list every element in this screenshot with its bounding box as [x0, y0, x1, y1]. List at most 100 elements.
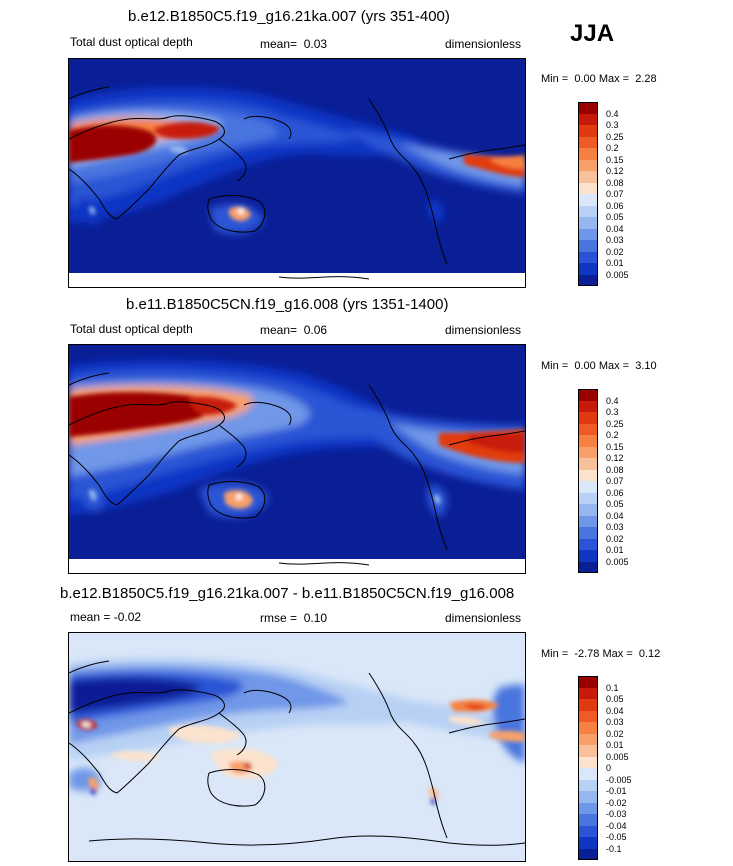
- colorbar-swatch: [578, 217, 598, 229]
- colorbar-swatch: [578, 699, 598, 711]
- colorbar-swatch: [578, 825, 598, 837]
- colorbar-panel-2: 0.4 0.3 0.25 0.2 0.15 0.12 0.08 0.07 0.06 0.05 0.0…: [578, 389, 629, 573]
- panel-2-mean: mean= 0.06: [260, 323, 328, 337]
- colorbar-label: 0.25: [606, 418, 624, 429]
- colorbar-label: 0.01: [606, 258, 624, 268]
- sahara-core: [69, 125, 157, 163]
- colorbar-swatch: [578, 148, 598, 160]
- colorbar-label: 0.02: [606, 533, 624, 544]
- colorbar-swatch: [578, 251, 598, 263]
- sahara-core: [69, 392, 212, 437]
- map-panel-2: [68, 344, 526, 574]
- colorbar-swatch: [578, 745, 598, 757]
- colorbar-swatch: [578, 102, 598, 114]
- colorbar-label: 0.4: [606, 108, 619, 119]
- colorbar-label: 0.04: [606, 705, 624, 716]
- colorbar-swatch: [578, 779, 598, 791]
- colorbar-label: 0.12: [606, 453, 624, 463]
- panel-2-title: b.e11.B1850C5CN.f19_g16.008 (yrs 1351-14…: [126, 296, 449, 313]
- map-panel-3: [68, 632, 526, 862]
- panel-3-rmse: rmse = 0.10: [260, 611, 328, 625]
- panel-3-title: b.e12.B1850C5.f19_g16.21ka.007 - b.e11.B…: [60, 585, 515, 602]
- colorbar-swatch: [578, 561, 598, 573]
- colorbar-swatch: [578, 722, 598, 734]
- colorbar-label: 0.02: [606, 246, 624, 257]
- colorbar-swatch: [578, 423, 598, 435]
- colorbar-swatch: [578, 538, 598, 550]
- colorbar-label: 0.2: [606, 143, 619, 153]
- colorbar-swatch: [578, 481, 598, 493]
- panel-2-minmax: Min = 0.00 Max = 3.10: [541, 360, 657, 372]
- colorbar-label: 0.04: [606, 510, 624, 521]
- panel-1-variable: Total dust optical depth: [70, 35, 193, 49]
- colorbar-swatch: [578, 446, 598, 458]
- colorbar-label: 0.4: [606, 395, 619, 406]
- colorbar-swatch: [578, 136, 598, 148]
- colorbar-swatch: [578, 171, 598, 183]
- colorbar-swatch: [578, 389, 598, 401]
- colorbar-swatch: [578, 125, 598, 137]
- colorbar-swatch: [578, 756, 598, 768]
- panel-2-variable: Total dust optical depth: [70, 322, 193, 336]
- colorbar-label: 0.03: [606, 235, 624, 245]
- colorbar-label: 0.08: [606, 177, 624, 188]
- colorbar-swatch: [578, 791, 598, 803]
- colorbar-swatch: [578, 400, 598, 412]
- colorbar-label: 0.005: [606, 556, 629, 567]
- colorbar-swatch: [578, 492, 598, 504]
- colorbar-label: 0.12: [606, 166, 624, 176]
- colorbar-swatch: [578, 802, 598, 814]
- colorbar-swatch: [578, 274, 598, 286]
- colorbar-swatch: [578, 733, 598, 745]
- colorbar-label: 0.05: [606, 212, 624, 222]
- colorbar-label: -0.01: [606, 786, 627, 796]
- colorbar-swatch: [578, 814, 598, 826]
- colorbar-label: 0.005: [606, 269, 629, 280]
- colorbar-label: 0.3: [606, 407, 619, 417]
- colorbar-label: 0.01: [606, 740, 624, 750]
- colorbar-label: -0.03: [606, 809, 627, 819]
- colorbar-label: 0.3: [606, 120, 619, 130]
- panel-2-units: dimensionless: [445, 323, 522, 337]
- coastlines: [69, 86, 525, 280]
- panel-3-minmax: Min = -2.78 Max = 0.12: [541, 648, 661, 660]
- colorbar-swatch: [578, 710, 598, 722]
- colorbar-label: 0.05: [606, 499, 624, 509]
- colorbar-panel-1: 0.4 0.3 0.25 0.2 0.15 0.12 0.08 0.07 0.06 0.05 0.0…: [578, 102, 629, 286]
- colorbar-swatch: [578, 687, 598, 699]
- colorbar-label: 0.03: [606, 717, 624, 727]
- colorbar-swatch: [578, 504, 598, 516]
- colorbar-label: 0.15: [606, 441, 624, 452]
- colorbar-swatch: [578, 527, 598, 539]
- colorbar-swatch: [578, 205, 598, 217]
- colorbar-swatch: [578, 113, 598, 125]
- panel-3-mean: mean = -0.02: [70, 610, 142, 624]
- map-panel-1: [68, 58, 526, 288]
- coastlines: [69, 372, 525, 566]
- panel-1-mean: mean= 0.03: [260, 37, 328, 51]
- panel-3-units: dimensionless: [445, 611, 522, 625]
- colorbar-label: 0.25: [606, 131, 624, 142]
- antarctica-band: [69, 559, 525, 573]
- colorbar-label: -0.02: [606, 797, 627, 808]
- colorbar-swatch: [578, 848, 598, 860]
- colorbar-label: 0.03: [606, 522, 624, 532]
- colorbar-label: 0.02: [606, 728, 624, 739]
- colorbar-label: -0.005: [606, 774, 632, 785]
- colorbar-swatch: [578, 550, 598, 562]
- colorbar-label: -0.04: [606, 820, 627, 831]
- colorbar-swatch: [578, 263, 598, 275]
- colorbar-label: 0.15: [606, 154, 624, 165]
- colorbar-swatch: [578, 412, 598, 424]
- colorbar-label: 0.01: [606, 545, 624, 555]
- colorbar-label: 0: [606, 763, 612, 773]
- colorbar-swatch: [578, 182, 598, 194]
- colorbar-label: 0.2: [606, 430, 619, 440]
- colorbar-swatch: [578, 676, 598, 688]
- colorbar-swatch: [578, 435, 598, 447]
- colorbar-label: 0.07: [606, 189, 624, 199]
- colorbar-label: 0.05: [606, 694, 624, 704]
- panel-1-title: b.e12.B1850C5.f19_g16.21ka.007 (yrs 351-…: [128, 8, 450, 25]
- colorbar-swatch: [578, 768, 598, 780]
- coastlines: [69, 660, 525, 846]
